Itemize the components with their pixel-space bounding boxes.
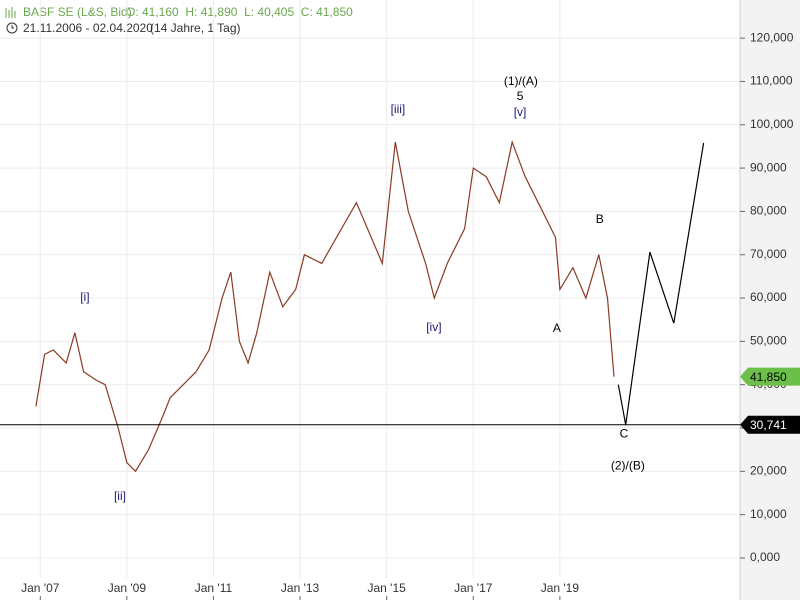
x-tick-label: Jan '13	[281, 581, 320, 595]
wave-label: [iv]	[426, 320, 441, 334]
wave-label: [v]	[514, 105, 527, 119]
chart-title: BASF SE (L&S, Bid)	[23, 5, 132, 19]
y-tick-label: 90,000	[750, 160, 787, 174]
wave-label: C	[620, 426, 629, 440]
y-axis-panel	[740, 0, 800, 600]
y-tick-label: 50,000	[750, 334, 787, 348]
x-tick-label: Jan '17	[454, 581, 493, 595]
y-tick-label: 110,000	[750, 74, 793, 88]
wave-label: [iii]	[391, 102, 406, 116]
wave-label: [i]	[80, 290, 89, 304]
level-tag	[740, 415, 800, 434]
y-tick-label: 60,000	[750, 290, 787, 304]
wave-label: B	[596, 212, 604, 226]
x-tick-label: Jan '15	[368, 581, 407, 595]
y-tick-label: 70,000	[750, 247, 787, 261]
wave-label: [ii]	[114, 489, 126, 503]
chart-icon	[5, 7, 16, 18]
x-tick-label: Jan '19	[541, 581, 580, 595]
wave-label: (2)/(B)	[611, 458, 645, 472]
y-tick-label: 80,000	[750, 204, 787, 218]
clock-hand	[11, 25, 14, 29]
last-price-label: 41,850	[750, 370, 787, 384]
clock-icon	[6, 22, 18, 34]
price-line	[617, 142, 705, 425]
ohlc: O: 41,160 H: 41,890 L: 40,405 C: 41,850	[126, 5, 353, 19]
y-tick-label: 120,000	[750, 30, 794, 44]
price-line	[35, 139, 615, 473]
date-range-note: (14 Jahre, 1 Tag)	[150, 21, 241, 35]
y-tick-label: 100,000	[750, 117, 794, 131]
wave-label: (1)/(A)	[504, 74, 538, 88]
level-label: 30,741	[750, 418, 787, 432]
x-tick-label: Jan '07	[21, 581, 60, 595]
x-tick-label: Jan '09	[108, 581, 147, 595]
wave-label: 5	[517, 89, 524, 103]
y-tick-label: 10,000	[750, 507, 787, 521]
date-range: 21.11.2006 - 02.04.2020	[23, 21, 153, 35]
x-tick-label: Jan '11	[195, 581, 233, 595]
y-tick-label: 20,000	[750, 464, 787, 478]
last-price-tag	[740, 367, 800, 386]
y-tick-label: 0,000	[750, 550, 780, 564]
wave-label: A	[553, 321, 561, 335]
